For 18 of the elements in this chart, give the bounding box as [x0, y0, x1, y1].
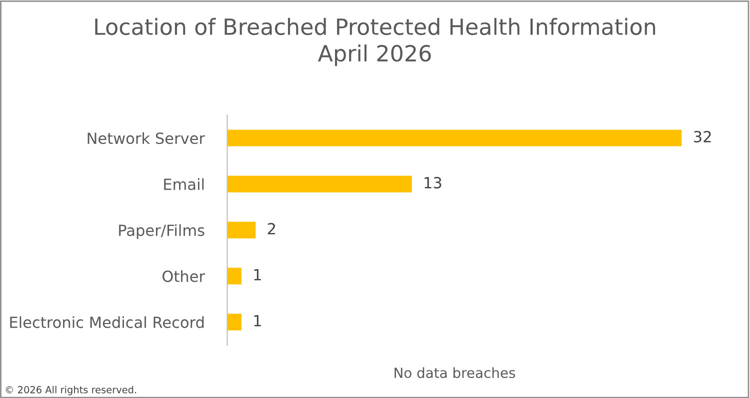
- bar: [227, 222, 256, 238]
- chart-title: Location of Breached Protected Health Information April 2026: [95, 18, 656, 66]
- x-axis-title: No data breaches: [394, 367, 516, 378]
- data-label: 32: [694, 130, 711, 142]
- data-label: 1: [254, 315, 261, 326]
- bar: [227, 176, 412, 192]
- data-label: 1: [254, 269, 261, 280]
- y-tick-label: Email: [164, 178, 204, 190]
- y-tick-label: Network Server: [88, 132, 206, 144]
- text: © 2026 All rights reserved.: [6, 386, 136, 396]
- bar: [227, 314, 242, 330]
- data-label: 2: [268, 222, 275, 234]
- data-label: 13: [424, 176, 442, 188]
- bar: [227, 130, 682, 146]
- y-tick-label: Other: [162, 270, 206, 282]
- y-tick-label: Electronic Medical Record: [10, 316, 204, 328]
- y-tick-label: Paper/Films: [119, 224, 204, 240]
- bar: [227, 268, 242, 284]
